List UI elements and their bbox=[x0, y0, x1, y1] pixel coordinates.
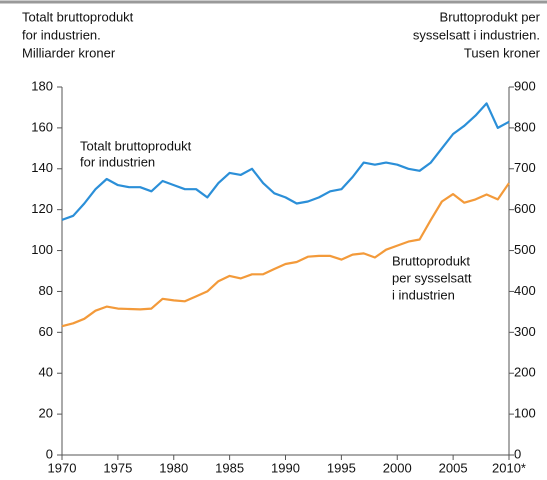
y-tick-label: 0 bbox=[46, 446, 53, 461]
series-annotation: per sysselsatt bbox=[392, 270, 472, 285]
x-tick-label: 1995 bbox=[327, 460, 356, 475]
y2-axis-title: Tusen kroner bbox=[464, 45, 541, 60]
y-tick-label: 40 bbox=[39, 365, 53, 380]
series-line bbox=[61, 102, 510, 221]
y-tick-label: 180 bbox=[31, 78, 53, 93]
y2-tick-label: 700 bbox=[514, 160, 536, 175]
x-tick-label: 1975 bbox=[103, 460, 132, 475]
y-tick-label: 60 bbox=[39, 324, 53, 339]
y2-tick-label: 600 bbox=[514, 201, 536, 216]
y-tick-label: 160 bbox=[31, 119, 53, 134]
x-tick-label: 1985 bbox=[215, 460, 244, 475]
y-tick-label: 80 bbox=[39, 283, 53, 298]
y-tick-label: 120 bbox=[31, 201, 53, 216]
y-tick-label: 100 bbox=[31, 242, 53, 257]
y2-tick-label: 900 bbox=[514, 78, 536, 93]
series-annotation: Bruttoprodukt bbox=[392, 253, 470, 268]
series-line bbox=[61, 182, 510, 328]
y2-tick-label: 300 bbox=[514, 324, 536, 339]
y-axis-title: for industrien. bbox=[22, 27, 101, 42]
series-annotation: Totalt bruttoprodukt bbox=[80, 138, 192, 153]
y2-tick-label: 100 bbox=[514, 406, 536, 421]
y2-tick-label: 500 bbox=[514, 242, 536, 257]
x-tick-label: 1970 bbox=[48, 460, 77, 475]
y2-tick-label: 200 bbox=[514, 365, 536, 380]
x-tick-label: 2000 bbox=[383, 460, 412, 475]
series-annotation: i industrien bbox=[392, 287, 455, 302]
y-tick-label: 140 bbox=[31, 160, 53, 175]
y-tick-label: 20 bbox=[39, 406, 53, 421]
y-axis-title: Totalt bruttoprodukt bbox=[22, 9, 134, 24]
y-axis-title: Milliarder kroner bbox=[22, 45, 116, 60]
series-annotation: for industrien bbox=[80, 154, 155, 169]
y2-tick-label: 0 bbox=[514, 446, 521, 461]
y2-tick-label: 400 bbox=[514, 283, 536, 298]
y2-axis-title: sysselsatt i industrien. bbox=[413, 27, 540, 42]
x-tick-label: 2005 bbox=[439, 460, 468, 475]
x-tick-label: 2010* bbox=[492, 460, 526, 475]
y2-axis-title: Bruttoprodukt per bbox=[440, 9, 541, 24]
x-tick-label: 1990 bbox=[271, 460, 300, 475]
y2-tick-label: 800 bbox=[514, 119, 536, 134]
x-tick-label: 1980 bbox=[159, 460, 188, 475]
